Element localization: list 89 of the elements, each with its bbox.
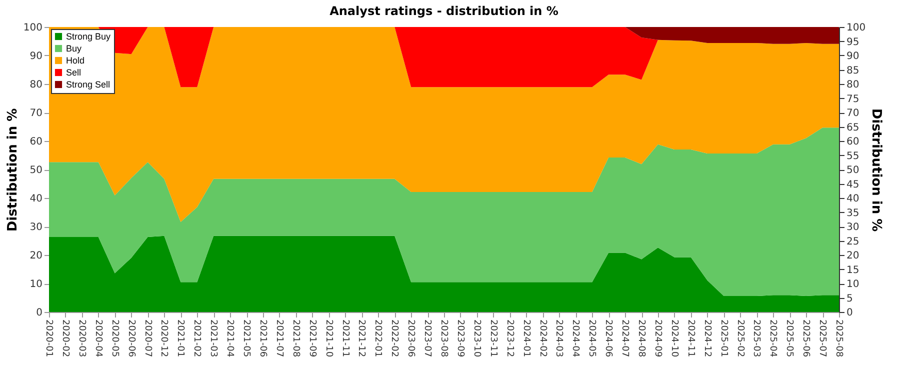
x-tick-label: 2023-07 [422, 320, 432, 358]
x-tick-label: 2020-01 [44, 320, 54, 358]
x-tick-label: 2023-06 [406, 320, 416, 358]
x-tick-label: 2023-08 [438, 320, 448, 358]
y-tick-label: 10 [30, 279, 42, 290]
x-tick-label: 2020-05 [109, 320, 120, 358]
y-tick-label: 70 [30, 108, 42, 119]
y-tick-label: 100 [23, 22, 42, 34]
x-tick-label: 2024-02 [537, 320, 548, 358]
x-tick-label: 2024-05 [586, 320, 597, 358]
x-tick-label: 2021-04 [224, 320, 235, 358]
x-tick-label: 2025-08 [834, 320, 844, 358]
x-tick-label: 2025-07 [817, 320, 828, 358]
x-tick-label: 2024-04 [570, 320, 580, 358]
x-tick-label: 2024-09 [652, 320, 662, 358]
x-tick-label: 2021-02 [192, 320, 202, 358]
x-tick-label: 2023-09 [454, 320, 465, 358]
x-tick-label: 2024-06 [603, 320, 614, 358]
y2-tick-label: 45 [846, 179, 860, 190]
y-tick-label: 80 [30, 80, 42, 90]
x-tick-label: 2024-03 [554, 320, 564, 358]
y-tick-label: 40 [30, 194, 42, 204]
x-tick-label: 2021-10 [323, 320, 334, 358]
x-tick-label: 2024-12 [702, 320, 712, 358]
x-tick-label: 2025-04 [768, 320, 778, 358]
x-tick-label: 2020-04 [92, 320, 103, 358]
x-tick-label: 2020-12 [158, 320, 169, 358]
y-tick-label: 0 [36, 308, 42, 318]
y-tick-label: 60 [30, 136, 42, 148]
x-tick-label: 2025-06 [800, 320, 811, 358]
x-tick-label: 2025-05 [784, 320, 794, 358]
y2-tick-label: 95 [846, 36, 860, 48]
x-tick-label: 2024-10 [668, 320, 679, 358]
x-tick-label: 2020-06 [126, 320, 136, 358]
x-tick-label: 2024-07 [620, 320, 630, 358]
x-tick-label: 2021-06 [257, 320, 268, 358]
legend-label: Strong Sell [66, 80, 110, 90]
x-tick-label: 2021-03 [208, 320, 218, 358]
y2-tick-label: 70 [846, 108, 860, 119]
x-tick-label: 2023-12 [504, 320, 514, 358]
y-tick-label: 90 [30, 51, 42, 62]
y2-tick-label: 100 [846, 22, 866, 34]
legend-label: Hold [66, 56, 85, 66]
x-tick-label: 2023-11 [488, 320, 498, 358]
x-tick-label: 2020-03 [76, 320, 86, 358]
x-tick-label: 2023-10 [471, 320, 482, 358]
x-tick-label: 2022-01 [372, 320, 383, 358]
y2-tick-label: 25 [846, 236, 860, 248]
x-tick-label: 2021-01 [175, 320, 186, 358]
x-tick-label: 2020-02 [60, 320, 70, 358]
y2-tick-label: 60 [846, 136, 860, 148]
x-tick-label: 2021-09 [306, 320, 317, 358]
y2-tick-label: 30 [846, 222, 860, 233]
y2-tick-label: 75 [846, 94, 860, 105]
y2-tick-label: 10 [846, 279, 860, 290]
x-tick-label: 2024-08 [636, 320, 646, 358]
y-tick-label: 30 [30, 222, 42, 233]
y2-tick-label: 15 [846, 264, 860, 276]
x-tick-label: 2021-12 [356, 320, 366, 358]
y2-tick-label: 0 [846, 308, 853, 318]
legend-label: Sell [66, 68, 82, 78]
y2-tick-label: 90 [846, 51, 860, 62]
y-tick-label: 50 [30, 165, 42, 176]
y-axis-title: Distribution in % [5, 108, 20, 232]
y2-tick-label: 80 [846, 80, 860, 90]
x-tick-label: 2024-01 [520, 320, 531, 358]
y2-tick-label: 5 [846, 293, 853, 304]
y-tick-label: 20 [30, 250, 42, 262]
y2-tick-label: 65 [846, 122, 860, 134]
legend-label: Buy [66, 44, 82, 54]
x-tick-label: 2024-11 [685, 320, 696, 358]
y2-tick-label: 20 [846, 250, 860, 262]
y2-tick-label: 35 [846, 208, 860, 219]
x-tick-label: 2025-03 [751, 320, 762, 358]
x-tick-label: 2021-07 [274, 320, 284, 358]
x-tick-label: 2021-11 [340, 320, 350, 358]
x-tick-label: 2025-01 [718, 320, 728, 358]
x-tick-label: 2022-02 [389, 320, 400, 358]
legend-label: Strong Buy [66, 32, 112, 42]
x-tick-label: 2020-07 [142, 320, 152, 358]
y2-tick-label: 55 [846, 150, 860, 162]
y2-tick-label: 85 [846, 65, 860, 76]
y2-tick-label: 50 [846, 165, 860, 176]
x-tick-label: 2021-05 [241, 320, 251, 358]
x-tick-label: 2021-08 [290, 320, 300, 358]
x-tick-label: 2025-02 [734, 320, 745, 358]
y2-tick-label: 40 [846, 194, 860, 204]
y2-axis-title: Distribution in % [868, 108, 884, 232]
chart-title: Analyst ratings - distribution in % [330, 4, 558, 18]
